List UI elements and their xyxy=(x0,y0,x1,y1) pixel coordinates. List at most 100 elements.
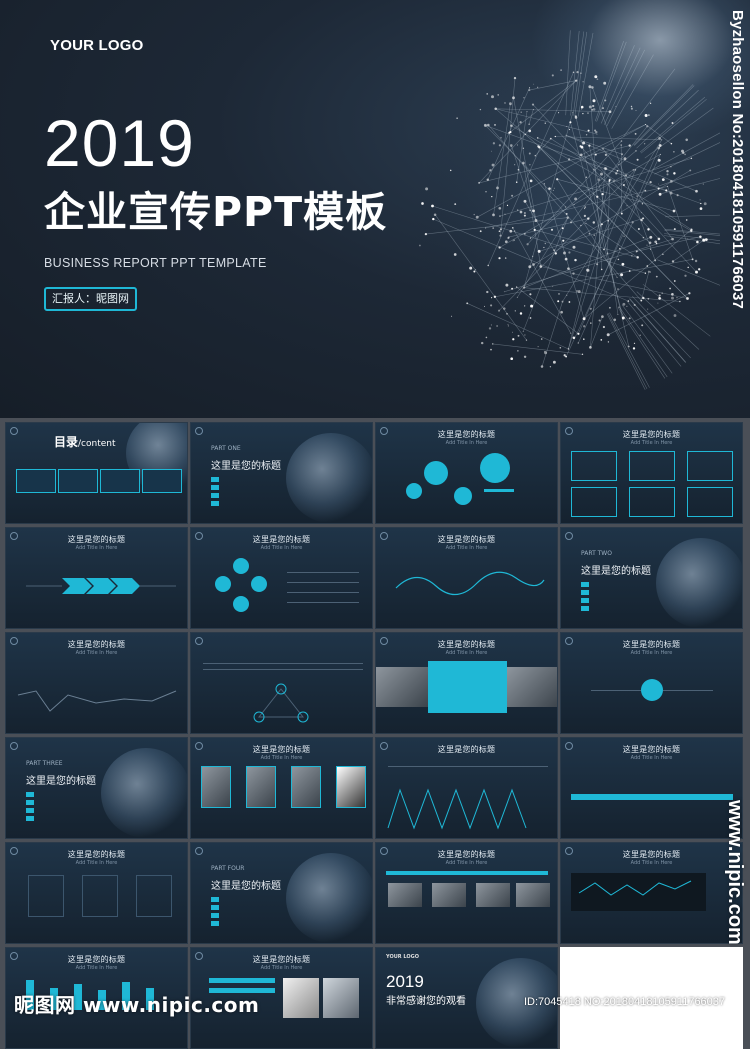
bullet-bar xyxy=(211,897,219,902)
process-bar xyxy=(571,794,733,800)
icon-box xyxy=(629,487,675,517)
text-line xyxy=(287,602,359,603)
photo xyxy=(283,978,319,1018)
slide-thumb-line-icons[interactable]: 这里是您的标题 Add Title In Here xyxy=(5,632,188,734)
bullet-bar xyxy=(581,598,589,603)
bubble xyxy=(454,487,472,505)
site-watermark: 昵图网 www.nipic.com xyxy=(14,993,260,1017)
slide-thumb-toc[interactable]: 目录/content xyxy=(5,422,188,524)
corner-icon xyxy=(195,742,203,750)
slide-thumb-part-three[interactable]: PART THREE 这里是您的标题 xyxy=(5,737,188,839)
slide-thumb-arrows[interactable]: 这里是您的标题 Add Title In Here xyxy=(5,527,188,629)
text-line xyxy=(287,572,359,573)
slide-subtitle: Add Title In Here xyxy=(445,545,488,551)
slide-subtitle: Add Title In Here xyxy=(260,545,303,551)
slide-thumb-photo-frames[interactable]: 这里是您的标题 Add Title In Here xyxy=(190,737,373,839)
bubble xyxy=(480,453,510,483)
globe-mini xyxy=(286,433,372,523)
toc-item-4 xyxy=(142,469,182,493)
slide-thumb-stats[interactable]: 这里是您的标题 Add Title In Here xyxy=(5,842,188,944)
corner-icon xyxy=(565,637,573,645)
stat-box xyxy=(82,875,118,917)
slide-thumb-part-four[interactable]: PART FOUR 这里是您的标题 xyxy=(190,842,373,944)
bullet-bar xyxy=(26,800,34,805)
slide-title: 这里是您的标题 xyxy=(437,535,496,544)
bullet-bar xyxy=(26,816,34,821)
photo xyxy=(476,883,510,907)
slide-title: 这里是您的标题 xyxy=(252,745,311,754)
part-title: 这里是您的标题 xyxy=(581,566,651,577)
logo-text: YOUR LOGO xyxy=(50,37,144,54)
slide-title: 这里是您的标题 xyxy=(67,535,126,544)
corner-icon xyxy=(195,637,203,645)
text-line xyxy=(203,669,363,670)
slide-title: 这里是您的标题 xyxy=(437,640,496,649)
bullet-bar xyxy=(211,485,219,490)
photo xyxy=(291,766,321,808)
toc-title: 目录/content xyxy=(54,435,116,449)
slide-thumb-triangle[interactable] xyxy=(190,632,373,734)
bar xyxy=(50,988,58,1010)
icon-box xyxy=(629,451,675,481)
bar xyxy=(122,982,130,1010)
corner-icon xyxy=(565,847,573,855)
corner-icon xyxy=(380,427,388,435)
toc-item-1 xyxy=(16,469,56,493)
id-watermark: ID:7045418 NO:20180418105911766037 xyxy=(524,996,726,1008)
bar xyxy=(146,988,154,1010)
line-chart-mini xyxy=(578,880,692,896)
corner-icon xyxy=(10,637,18,645)
slide-thumb-part-two[interactable]: PART TWO 这里是您的标题 xyxy=(560,527,743,629)
slide-thumb-part-one[interactable]: PART ONE 这里是您的标题 xyxy=(190,422,373,524)
cycle-node xyxy=(251,576,267,592)
slide-thumb-wave[interactable]: 这里是您的标题 Add Title In Here xyxy=(375,527,558,629)
photo xyxy=(516,883,550,907)
globe-mini xyxy=(101,748,187,838)
slide-title: 这里是您的标题 xyxy=(622,850,681,859)
corner-icon xyxy=(565,427,573,435)
corner-icon xyxy=(380,742,388,750)
arrow-bar xyxy=(209,978,275,983)
info-panel xyxy=(428,661,507,713)
hero-title: 企业宣传PPT模板 xyxy=(44,188,388,236)
slide-thumb-city-photos[interactable]: 这里是您的标题 Add Title In Here xyxy=(375,842,558,944)
slide-subtitle: Add Title In Here xyxy=(75,965,118,971)
slide-thumb-bubbles[interactable]: 这里是您的标题 Add Title In Here xyxy=(375,422,558,524)
slide-thumbnail-grid: 目录/content PART ONE 这里是您的标题 这里是您的标题 Add … xyxy=(5,422,745,1049)
toc-item-2 xyxy=(58,469,98,493)
slide-subtitle: Add Title In Here xyxy=(630,440,673,446)
bullet-bar xyxy=(581,606,589,611)
slide-thumb-process[interactable]: 这里是您的标题 Add Title In Here xyxy=(560,737,743,839)
slide-subtitle: Add Title In Here xyxy=(445,860,488,866)
bar xyxy=(74,984,82,1010)
slide-thumb-line-chart[interactable]: 这里是您的标题 Add Title In Here xyxy=(560,842,743,944)
bullet-bar xyxy=(211,905,219,910)
slide-thumb-icon-grid[interactable]: 这里是您的标题 Add Title In Here xyxy=(560,422,743,524)
hub-center xyxy=(641,679,663,701)
hero-year: 2019 xyxy=(44,106,195,180)
triangle-diagram xyxy=(253,683,309,723)
slide-subtitle: Add Title In Here xyxy=(260,965,303,971)
slide-thumb-hub[interactable]: 这里是您的标题 Add Title In Here xyxy=(560,632,743,734)
photo xyxy=(201,766,231,808)
presenter-button[interactable]: 汇报人：昵图网 xyxy=(44,287,137,311)
slide-thumb-cycle[interactable]: 这里是您的标题 Add Title In Here xyxy=(190,527,373,629)
slide-thumb-zigzag[interactable]: 这里是您的标题 xyxy=(375,737,558,839)
slide-title: 这里是您的标题 xyxy=(252,535,311,544)
wave-line xyxy=(395,571,545,596)
bubble xyxy=(406,483,422,499)
slide-subtitle: Add Title In Here xyxy=(260,755,303,761)
connector xyxy=(591,690,641,691)
bar xyxy=(26,980,34,1010)
bullet-bar xyxy=(211,501,219,506)
part-label: PART THREE xyxy=(26,760,63,767)
arrow-chain xyxy=(26,578,176,594)
slide-thumb-photo-boxes[interactable]: 这里是您的标题 Add Title In Here xyxy=(375,632,558,734)
bullet-bar xyxy=(581,590,589,595)
slide-title: 这里是您的标题 xyxy=(252,955,311,964)
corner-icon xyxy=(10,742,18,750)
bullet-bar xyxy=(211,913,219,918)
part-title: 这里是您的标题 xyxy=(26,776,96,787)
header-bar xyxy=(386,871,548,875)
icon-box xyxy=(571,487,617,517)
